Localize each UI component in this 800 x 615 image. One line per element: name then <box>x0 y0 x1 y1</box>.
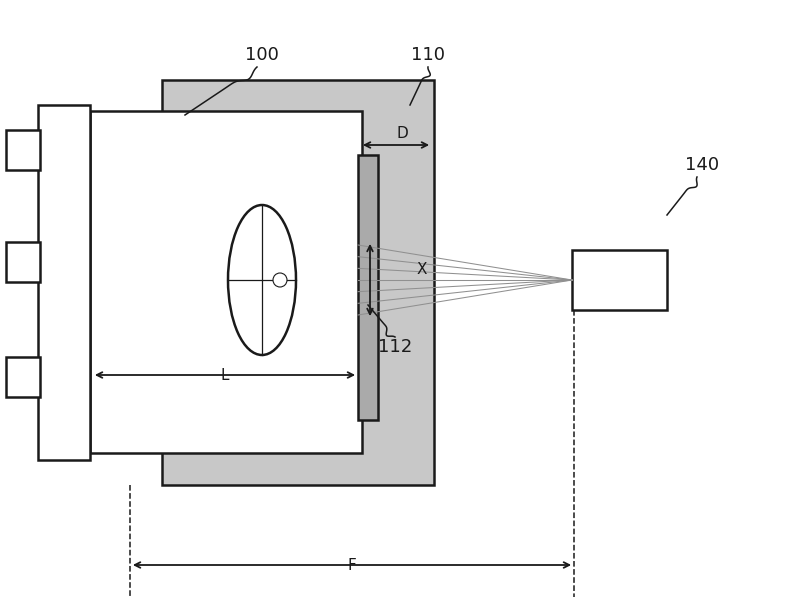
Ellipse shape <box>228 205 296 355</box>
Text: 140: 140 <box>685 156 719 174</box>
Bar <box>6 242 40 282</box>
Bar <box>162 80 434 485</box>
Bar <box>572 250 667 310</box>
Bar <box>358 155 378 420</box>
Text: L: L <box>221 368 230 383</box>
Bar <box>90 111 362 453</box>
Text: 110: 110 <box>411 46 445 64</box>
Text: D: D <box>396 125 408 140</box>
Text: 100: 100 <box>245 46 279 64</box>
Bar <box>6 357 40 397</box>
Text: F: F <box>348 558 356 573</box>
Text: X: X <box>417 263 427 277</box>
Bar <box>38 105 90 460</box>
Text: 112: 112 <box>378 338 412 356</box>
Bar <box>6 130 40 170</box>
Circle shape <box>273 273 287 287</box>
